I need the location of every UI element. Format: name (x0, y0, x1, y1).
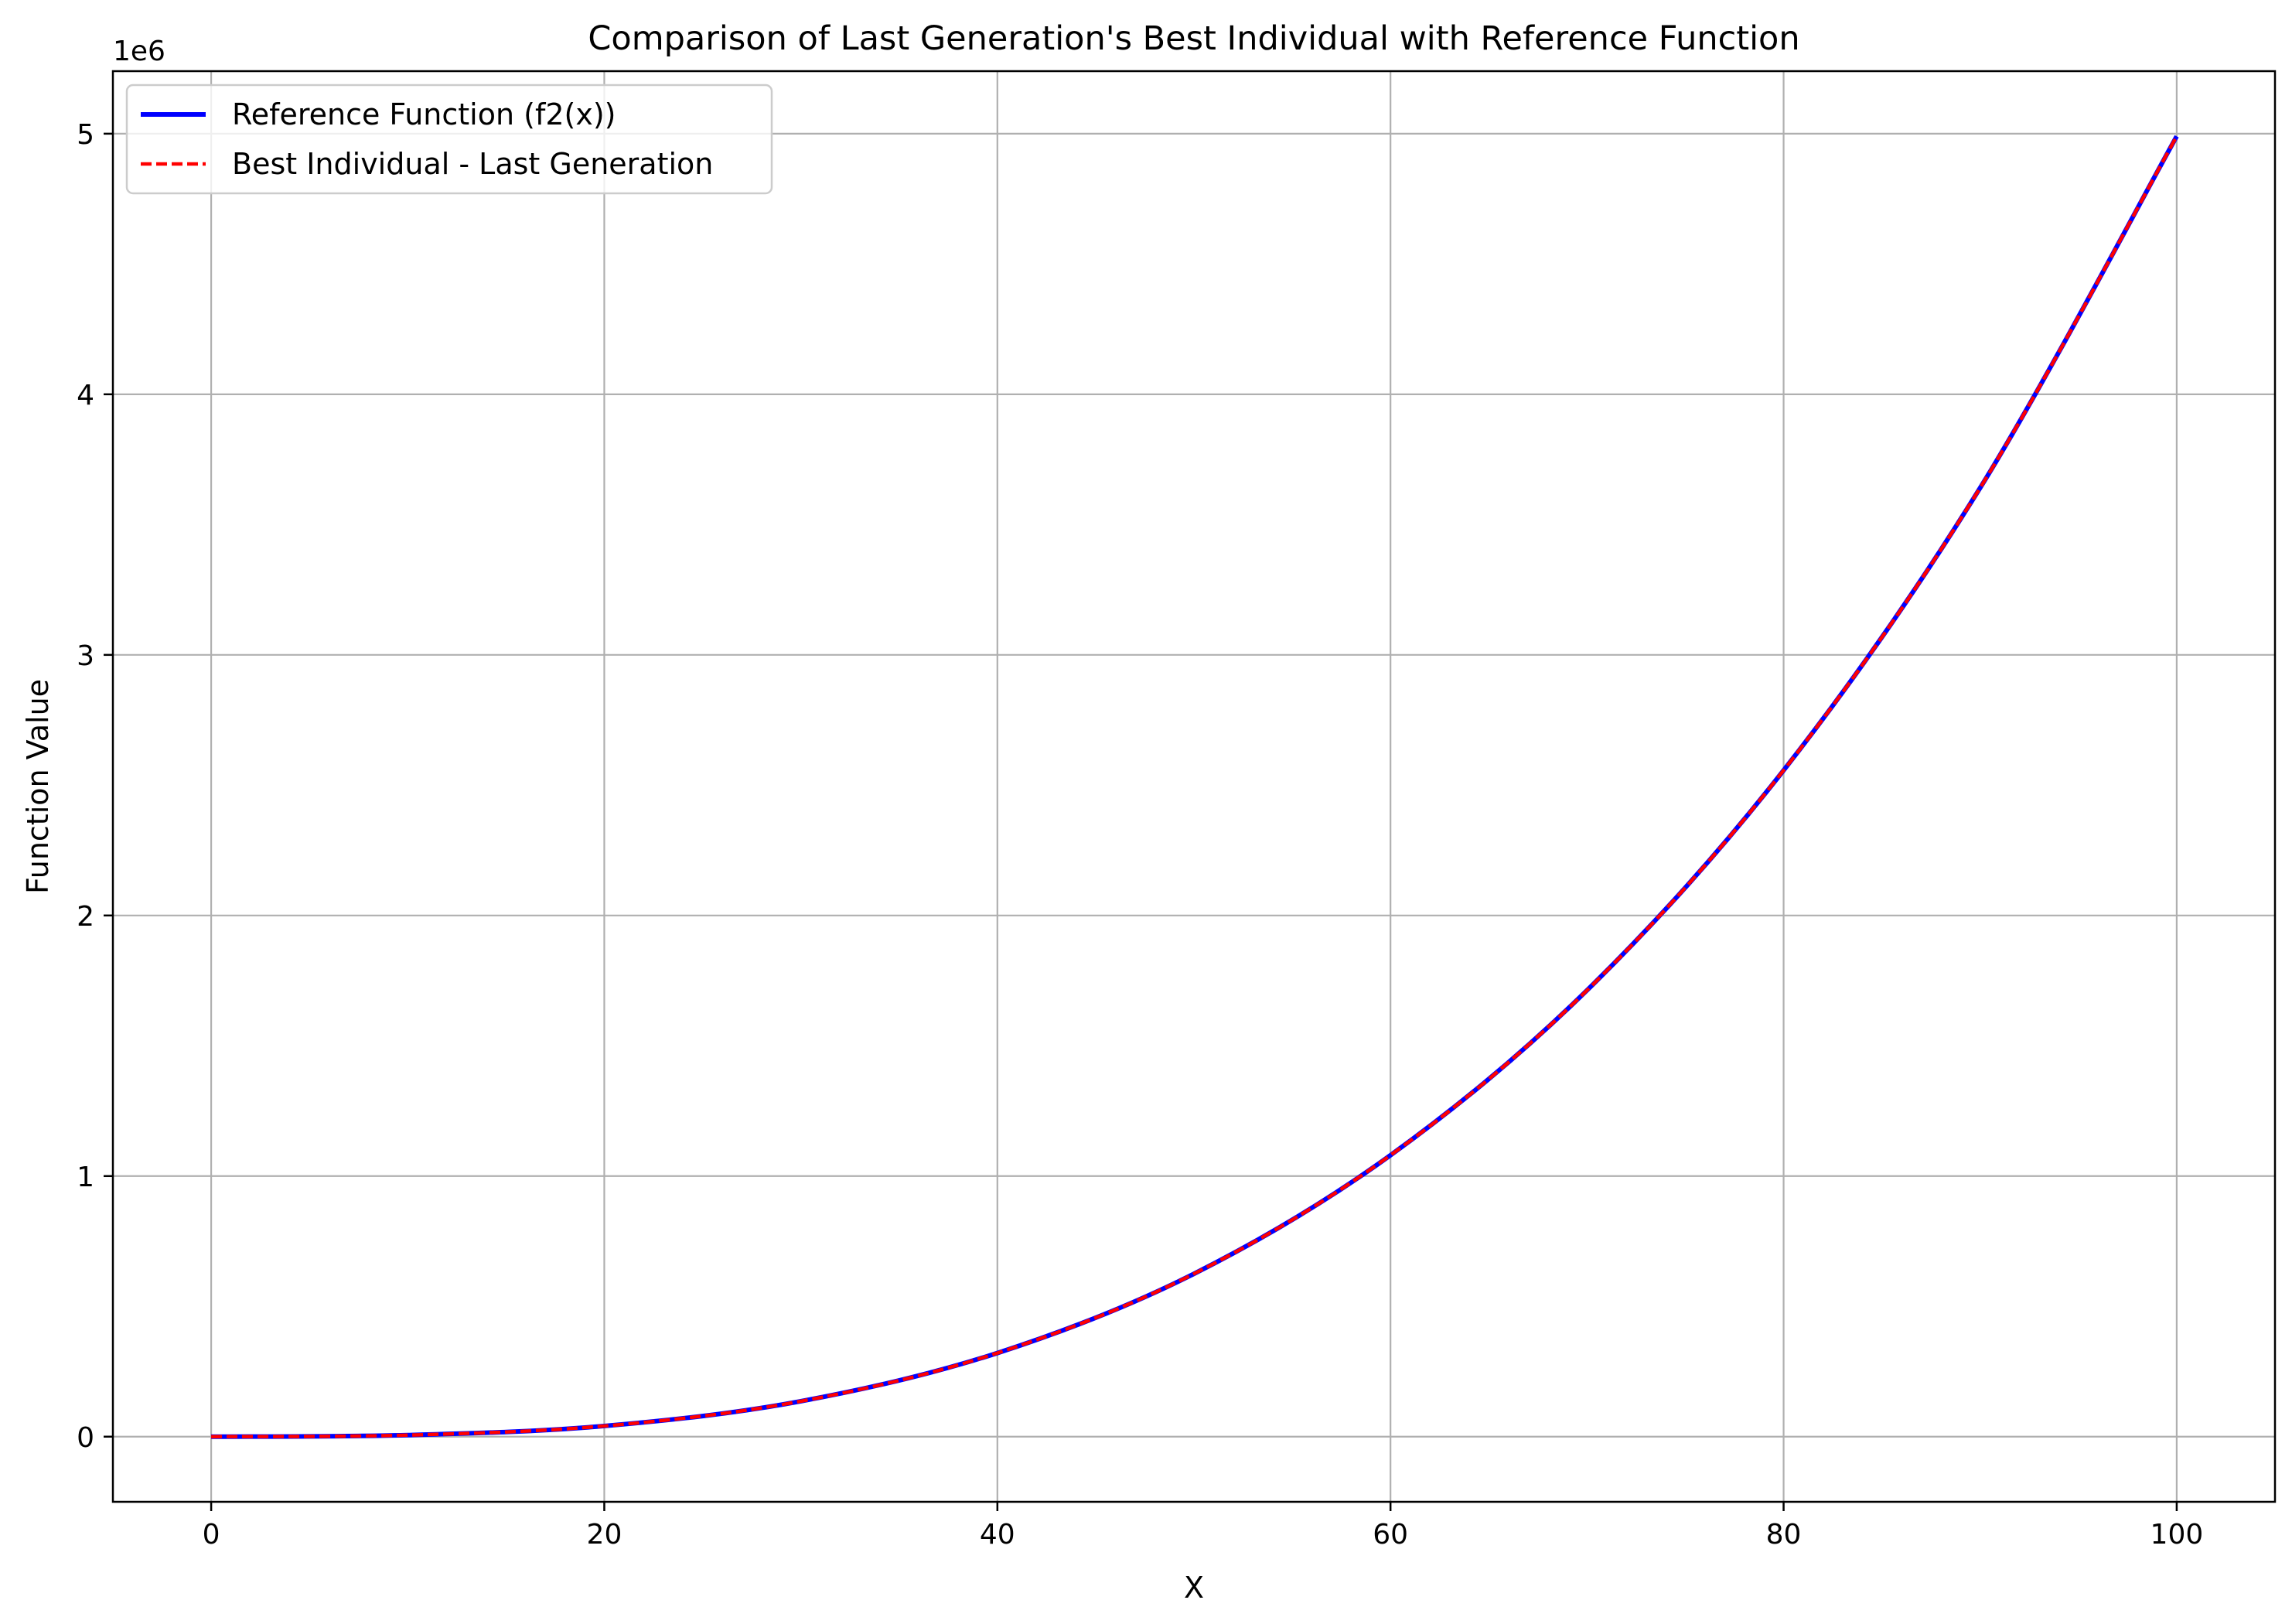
x-tick-label: 60 (1373, 1519, 1408, 1551)
y-axis-label: Function Value (21, 679, 55, 894)
legend-reference-label: Reference Function (f2(x)) (232, 97, 616, 131)
x-tick-label: 0 (203, 1519, 220, 1551)
chart-title: Comparison of Last Generation's Best Ind… (588, 19, 1799, 58)
x-tick-label: 80 (1766, 1519, 1802, 1551)
axes-frame (111, 70, 2277, 1503)
y-tick-label: 4 (77, 380, 94, 411)
x-axis-ticks: 0 20 40 60 80 100 (203, 1502, 2204, 1551)
y-offset-label: 1e6 (113, 36, 165, 67)
y-tick-label: 1 (77, 1162, 94, 1193)
legend-best-label: Best Individual - Last Generation (232, 147, 713, 181)
y-tick-label: 3 (77, 640, 94, 672)
x-tick-label: 20 (587, 1519, 622, 1551)
x-tick-label: 100 (2150, 1519, 2204, 1551)
legend-box (125, 84, 773, 195)
y-tick-label: 5 (77, 119, 94, 151)
plot-series (211, 135, 2179, 1439)
x-axis-label: X (1184, 1571, 1204, 1605)
x-tick-label: 40 (980, 1519, 1015, 1551)
legend: Reference Function (f2(x)) Best Individu… (125, 84, 773, 195)
best-individual-line (211, 135, 2178, 1439)
y-axis-ticks: 0 1 2 3 4 5 (77, 119, 113, 1454)
y-tick-label: 0 (77, 1422, 94, 1454)
y-tick-label: 2 (77, 901, 94, 933)
